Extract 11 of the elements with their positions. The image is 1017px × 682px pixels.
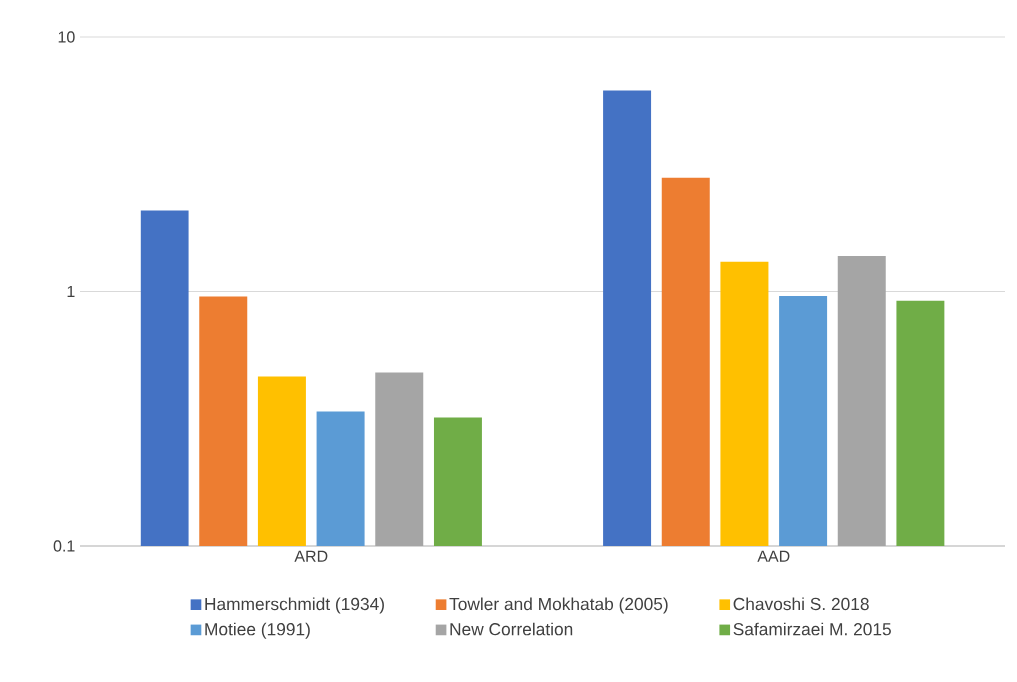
y-tick-label: 0.1 <box>53 540 75 552</box>
legend-label: Towler and Mokhatab (2005) <box>449 597 668 614</box>
legend-label: Chavoshi S. 2018 <box>733 597 869 611</box>
legend-label: Motiee (1991) <box>205 622 310 639</box>
legend-label: New Correlation <box>450 622 573 636</box>
legend-label: Hammerschmidt (1934) <box>205 597 384 614</box>
y-tick-label: 10 <box>58 31 75 43</box>
legend-label: Safamirzaei M. 2015 <box>733 622 891 636</box>
x-tick-label: ARD <box>294 550 328 562</box>
x-tick-label: AAD <box>757 550 790 562</box>
y-tick-label: 1 <box>67 286 75 298</box>
